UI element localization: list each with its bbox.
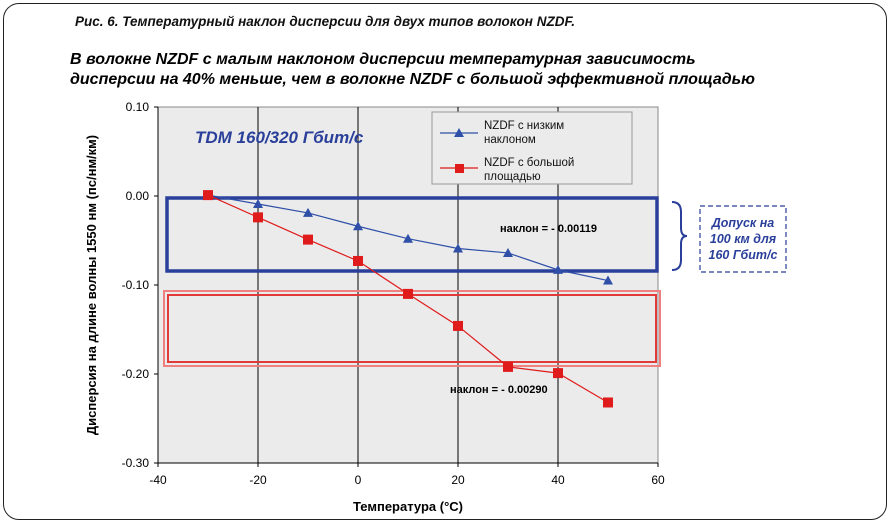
y-tick-label: -0.20 xyxy=(122,367,150,381)
series-low-slope-point xyxy=(503,247,513,257)
subtitle-line-2: дисперсии на 40% меньше, чем в волокне N… xyxy=(70,71,756,88)
tolerance-label-1: Допуск на xyxy=(711,216,775,230)
x-axis-label: Температура (°C) xyxy=(353,499,463,514)
tolerance-label-3: 160 Гбит/с xyxy=(709,248,778,262)
series-low-slope-point xyxy=(353,221,363,231)
series-group xyxy=(203,190,613,408)
tolerance-bracket xyxy=(671,201,688,271)
series-low-slope-point xyxy=(253,199,263,209)
x-tick-label: -40 xyxy=(149,473,167,487)
series-large-area-point xyxy=(403,288,413,299)
legend-label-low-1: NZDF с низким xyxy=(484,120,564,132)
x-tick-label: 0 xyxy=(355,473,362,487)
subtitle-line-1: В волокне NZDF с малым наклоном дисперси… xyxy=(70,51,696,68)
slope-high-label: наклон = - 0.00290 xyxy=(450,384,548,396)
series-low-slope-point xyxy=(403,233,413,243)
legend-label-high-2: площадью xyxy=(484,171,541,183)
figure-frame xyxy=(3,3,887,520)
tolerance-box-blue xyxy=(165,196,659,273)
legend-marker-square xyxy=(455,164,464,173)
y-tick-label: -0.30 xyxy=(122,456,150,470)
legend-marker-triangle xyxy=(454,128,464,137)
series-low-slope-point xyxy=(603,275,613,285)
y-tick-label: 0.10 xyxy=(126,100,150,114)
series-low-slope-point xyxy=(453,243,463,253)
legend-box xyxy=(431,111,633,185)
slope-low-label: наклон = - 0.00119 xyxy=(500,223,597,235)
series-large-area-point xyxy=(553,368,563,379)
x-tick-label: 40 xyxy=(551,473,565,487)
series-large-area-point xyxy=(303,234,313,245)
series-large-area-point xyxy=(353,255,363,266)
x-tick-label: 20 xyxy=(451,473,465,487)
series-large-area-point xyxy=(253,212,263,223)
series-low-slope-point xyxy=(553,264,563,274)
series-large-area-point xyxy=(453,320,463,331)
tdm-label: TDM 160/320 Гбит/с xyxy=(195,128,364,147)
y-tick-label: 0.00 xyxy=(126,189,150,203)
x-tick-labels: -40 -20 0 20 40 60 xyxy=(149,463,665,487)
series-large-area-point xyxy=(503,361,513,372)
figure-caption: Рис. 6. Температурный наклон дисперсии д… xyxy=(75,14,575,29)
legend-label-low-2: наклоном xyxy=(484,134,536,146)
tolerance-label-2: 100 км для xyxy=(710,232,777,246)
tolerance-label-box xyxy=(699,205,787,273)
series-large-area-point xyxy=(603,397,613,408)
x-tick-label: 60 xyxy=(651,473,665,487)
y-tick-label: -0.10 xyxy=(122,278,150,292)
legend-label-high-1: NZDF с большой xyxy=(484,157,574,169)
x-tick-label: -20 xyxy=(249,473,267,487)
y-tick-labels: 0.10 0.00 -0.10 -0.20 -0.30 xyxy=(122,100,158,470)
series-low-slope-point xyxy=(303,207,313,217)
chart-subtitle: В волокне NZDF с малым наклоном дисперси… xyxy=(70,50,870,90)
y-axis-label: Дисперсия на длине волны 1550 нм (пс/нм/… xyxy=(84,135,99,435)
series-large-area-point xyxy=(203,190,213,201)
